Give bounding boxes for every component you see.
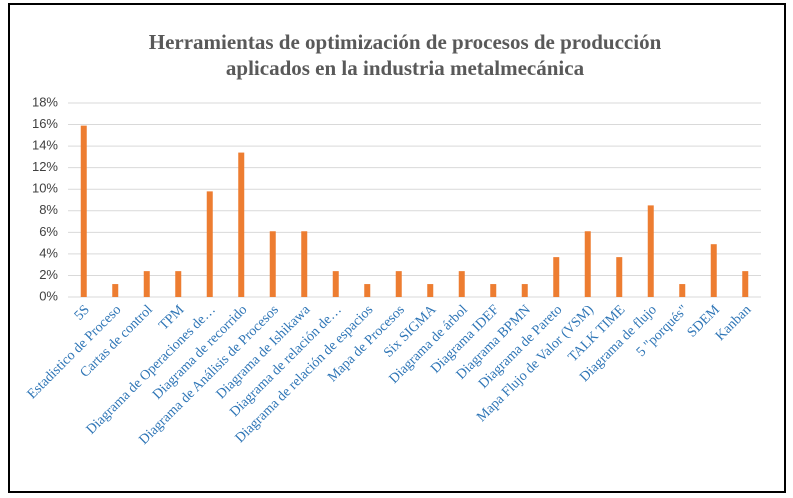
- chart-frame: [8, 3, 786, 493]
- chart-title: Herramientas de optimización de procesos…: [149, 30, 662, 54]
- chart-title: aplicados en la industria metalmecánica: [226, 56, 585, 80]
- bar: [521, 284, 528, 297]
- bar: [80, 125, 87, 297]
- y-tick-label: 16%: [32, 116, 58, 131]
- bar: [616, 257, 623, 297]
- bar: [647, 205, 654, 297]
- bar: [427, 284, 434, 297]
- bar: [679, 284, 686, 297]
- y-tick-label: 6%: [39, 224, 58, 239]
- bar: [584, 231, 591, 297]
- bar: [553, 257, 560, 297]
- bar: [238, 152, 245, 297]
- y-tick-label: 2%: [39, 267, 58, 282]
- bar: [395, 271, 402, 297]
- y-tick-label: 8%: [39, 202, 58, 217]
- y-tick-label: 14%: [32, 138, 58, 153]
- bar: [143, 271, 150, 297]
- bar: [458, 271, 465, 297]
- y-tick-label: 10%: [32, 181, 58, 196]
- bar: [269, 231, 276, 297]
- bar: [175, 271, 182, 297]
- bar: [206, 191, 213, 297]
- bar: [490, 284, 497, 297]
- bar: [364, 284, 371, 297]
- y-tick-label: 18%: [32, 94, 58, 109]
- y-tick-label: 4%: [39, 245, 58, 260]
- y-tick-label: 0%: [39, 288, 58, 303]
- y-tick-label: 12%: [32, 159, 58, 174]
- bar: [301, 231, 308, 297]
- bar: [742, 271, 749, 297]
- bar: [332, 271, 339, 297]
- bar: [710, 244, 717, 297]
- bar: [112, 284, 119, 297]
